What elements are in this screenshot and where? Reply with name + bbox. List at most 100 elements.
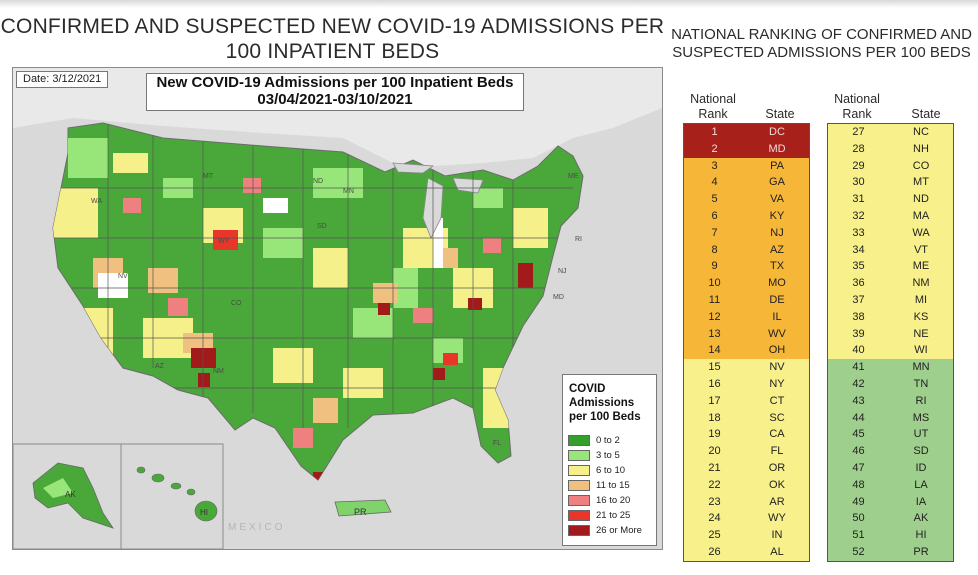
rank-header-left-state: State: [765, 107, 795, 121]
ranking-rank: 20: [708, 445, 721, 458]
ak-label: AK: [65, 490, 76, 499]
state-label-fl: FL: [493, 440, 502, 447]
state-label-wa: WA: [91, 198, 103, 205]
ranking-row: 48 LA: [828, 476, 953, 494]
ranking-rank: 30: [852, 176, 865, 189]
main-title: CONFIRMED AND SUSPECTED NEW COVID-19 ADM…: [0, 15, 665, 63]
ranking-row: 46 SD: [828, 443, 953, 460]
ranking-row: 30 MT: [828, 174, 953, 192]
ranking-rank: 27: [852, 126, 865, 138]
ranking-rank: 14: [708, 344, 721, 357]
state-label-ri: RI: [575, 236, 582, 243]
ranking-rank: 25: [708, 529, 721, 542]
ranking-row: 29 CO: [828, 157, 953, 175]
rank-header-left-rank: National Rank: [690, 92, 736, 121]
ranking-rank: 46: [852, 445, 865, 458]
ranking-row: 28 NH: [828, 140, 953, 158]
hawaii-islands: [136, 466, 218, 522]
ranking-state: DC: [769, 126, 785, 138]
ranking-state: VT: [913, 243, 929, 256]
hawaii-inset: [120, 443, 224, 549]
ranking-row: 27 NC: [828, 124, 953, 141]
ranking-rank: 32: [852, 209, 865, 222]
ranking-state: RI: [915, 394, 927, 407]
ranking-row: 7 NJ: [684, 224, 809, 242]
legend-swatch: [568, 479, 590, 491]
page-top-shade: [0, 0, 978, 8]
legend-label: 21 to 25: [596, 509, 631, 521]
ranking-rank: 33: [852, 226, 865, 239]
legend-swatch: [568, 464, 590, 476]
ranking-state: OK: [769, 478, 785, 491]
ranking-rank: 17: [708, 394, 721, 407]
ranking-state: NV: [769, 361, 785, 374]
ranking-state: NY: [769, 377, 785, 390]
ranking-state: MS: [912, 411, 930, 424]
ranking-state: OR: [768, 461, 786, 474]
ranking-state: PA: [770, 159, 784, 172]
ranking-rank: 29: [852, 159, 865, 172]
ranking-state: AZ: [769, 243, 785, 256]
ranking-row: 22 OK: [684, 476, 809, 494]
map-legend: COVID Admissions per 100 Beds 0 to 2 3 to…: [562, 374, 657, 546]
ranking-rank: 42: [852, 377, 865, 390]
ranking-state: LA: [914, 478, 928, 491]
alaska-patch: [43, 478, 73, 498]
legend-title: COVID Admissions per 100 Beds: [569, 383, 641, 423]
state-label-mt: MT: [203, 173, 214, 180]
ranking-state: HI: [915, 529, 927, 542]
ranking-row: 39 NE: [828, 325, 953, 343]
ranking-row: 17 CT: [684, 392, 809, 410]
state-label-nm: NM: [213, 368, 224, 375]
ranking-rank: 34: [852, 243, 865, 256]
ranking-state: SC: [769, 411, 785, 424]
legend-item: 0 to 2: [568, 433, 620, 447]
ranking-row: 19 CA: [684, 426, 809, 444]
ranking-rank: 13: [708, 327, 721, 340]
ranking-row: 21 OR: [684, 459, 809, 477]
legend-item: 21 to 25: [568, 508, 630, 522]
ranking-row: 4 GA: [684, 174, 809, 192]
ranking-row: 10 MO: [684, 275, 809, 292]
ranking-rank: 22: [708, 478, 721, 491]
ranking-row: 13 WV: [684, 325, 809, 343]
map-title: New COVID-19 Admissions per 100 Inpatien…: [156, 74, 514, 91]
ranking-state: WA: [912, 226, 930, 239]
rank-header-right-state: State: [911, 107, 941, 121]
ranking-rank: 19: [708, 428, 721, 441]
legend-swatch: [568, 524, 590, 536]
ranking-state: TX: [769, 260, 785, 273]
ranking-row: 11 DE: [684, 291, 809, 309]
legend-label: 0 to 2: [596, 434, 620, 446]
ranking-row: 32 MA: [828, 207, 953, 225]
legend-label: 26 or More: [596, 524, 642, 536]
ranking-row: 42 TN: [828, 375, 953, 393]
state-label-az: AZ: [155, 363, 164, 370]
ranking-rank: 1: [711, 126, 718, 138]
ranking-rank: 50: [852, 512, 865, 525]
ranking-rank: 2: [711, 142, 718, 155]
ranking-rank: 43: [852, 394, 865, 407]
ranking-row: 47 ID: [828, 459, 953, 477]
ranking-rank: 28: [852, 142, 865, 155]
ranking-rank: 49: [852, 495, 865, 508]
ranking-state: MA: [912, 209, 930, 222]
legend-swatch: [568, 494, 590, 506]
pr-label: PR: [354, 507, 367, 517]
ranking-column-left: 1 DC 2 MD 3 PA 4 GA 5 VA 6 KY 7 NJ 8 AZ 9 TX 10 MO 11 DE 12 IL 1…: [683, 123, 810, 562]
ranking-state: MT: [913, 176, 929, 189]
ranking-state: WY: [768, 512, 786, 525]
ranking-state: OH: [768, 344, 786, 357]
ranking-state: CA: [769, 428, 785, 441]
ranking-row: 12 IL: [684, 308, 809, 326]
ranking-rank: 36: [852, 277, 865, 290]
state-label-me: ME: [568, 173, 579, 180]
state-label-sd: SD: [317, 223, 327, 230]
ranking-state: ID: [915, 461, 927, 474]
ranking-row: 24 WY: [684, 510, 809, 528]
ranking-rank: 38: [852, 310, 865, 323]
ranking-state: NM: [912, 277, 930, 290]
ranking-state: GA: [769, 176, 785, 189]
ranking-rank: 39: [852, 327, 865, 340]
legend-swatch: [568, 449, 590, 461]
